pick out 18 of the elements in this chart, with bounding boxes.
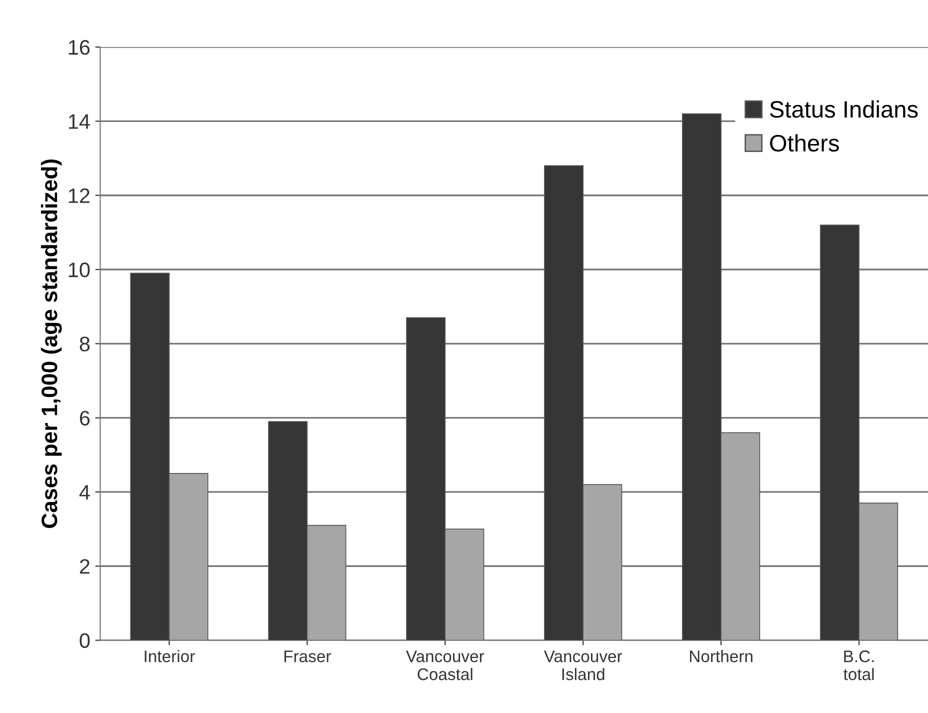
x-tick-label: Northern [690, 650, 752, 662]
y-tick-label: 2 [80, 559, 90, 574]
y-tick-label: 8 [80, 336, 90, 352]
y-tick-label: 14 [68, 114, 90, 129]
y-tick-label: 16 [68, 40, 90, 55]
x-tick-label: Fraser [284, 650, 331, 662]
legend-label: Status Indians [770, 100, 918, 118]
y-tick-label: 4 [79, 485, 90, 500]
x-tick-label: B.C. total [844, 650, 874, 680]
y-tick-label: 10 [68, 262, 90, 278]
y-tick-label: 6 [80, 410, 90, 426]
x-tick-label: Vancouver Coastal [406, 650, 484, 680]
x-tick-label: Interior [144, 650, 195, 662]
x-tick-label: Vancouver Island [544, 650, 622, 680]
legend-label: Others [770, 134, 839, 152]
y-tick-label: 0 [80, 633, 90, 648]
y-axis-title: Cases per 1,000 (age standardized) [40, 159, 62, 528]
y-tick-label: 12 [68, 188, 90, 203]
